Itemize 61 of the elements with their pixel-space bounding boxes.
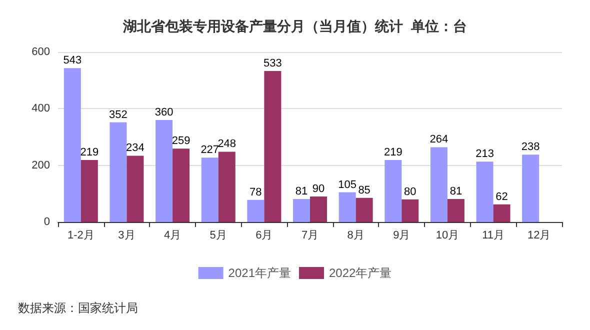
bar [522,154,540,222]
x-tick-label: 6月 [256,230,273,242]
bar [201,158,218,222]
data-label: 81 [450,186,462,198]
legend-label: 2021年产量 [228,266,292,280]
data-label: 238 [521,141,540,154]
data-label: 533 [264,57,282,70]
x-tick-label: 3月 [118,230,136,242]
data-label: 227 [200,144,220,156]
bar [110,122,127,222]
data-label: 81 [295,186,308,198]
legend-label: 2022年产量 [329,266,392,280]
data-label: 219 [384,146,402,158]
chart-title: 湖北省包装专用设备产量分月（当月值）统计 单位：台 [122,18,467,34]
bar [447,199,464,222]
x-tick-label: 1-2月 [67,230,94,242]
x-tick-label: 8月 [347,230,364,242]
bar [156,120,173,222]
data-label: 213 [476,148,494,160]
y-tick-label: 0 [44,216,50,228]
x-tick-label: 4月 [164,230,182,242]
x-tick-label: 9月 [393,230,410,242]
data-label: 78 [250,186,262,198]
data-label: 80 [404,186,416,198]
data-label: 543 [63,54,82,67]
bar [384,160,402,222]
y-tick-label: 400 [32,102,50,115]
data-label: 85 [358,184,370,196]
x-tick-label: 10月 [436,230,460,242]
bar [80,160,98,222]
bar [493,204,510,222]
bar [402,199,419,222]
bar [338,192,356,222]
bar [126,156,144,222]
bar [356,198,373,222]
bar [264,70,282,222]
bar [64,68,81,222]
x-tick-label: 12月 [527,230,551,242]
y-tick-label: 600 [32,46,50,58]
data-label: 352 [109,108,128,121]
data-label: 234 [126,142,144,154]
bar [247,200,264,222]
y-tick-label: 200 [32,159,50,172]
x-tick-label: 7月 [301,230,319,242]
data-label: 219 [80,146,99,158]
bar [310,196,327,222]
x-tick-label: 5月 [210,230,227,242]
data-label: 105 [338,178,356,191]
data-label: 259 [172,135,190,148]
data-label: 248 [218,138,236,150]
data-label: 90 [312,183,325,195]
bar [172,148,190,222]
data-label: 264 [430,134,448,146]
data-label: 360 [154,106,174,118]
source-note: 数据来源：国家统计局 [18,301,138,315]
bar [293,199,310,222]
data-label: 62 [496,190,508,203]
bar [476,162,494,222]
bar [430,147,448,222]
x-tick-label: 11月 [482,230,504,242]
bar [218,152,236,222]
